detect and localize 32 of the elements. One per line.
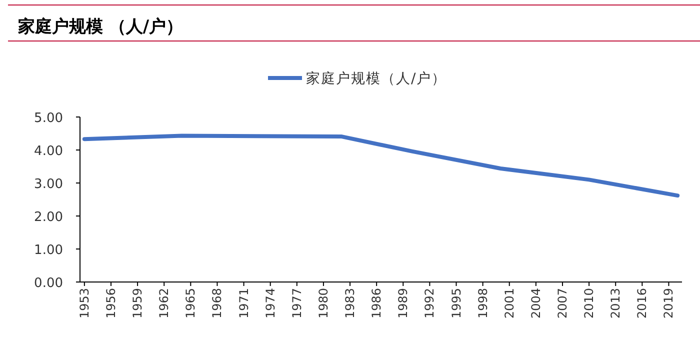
x-tick-label: 1965 [184, 288, 198, 319]
x-tick-label: 1974 [263, 288, 278, 319]
x-tick-label: 1983 [343, 288, 358, 319]
x-tick-label: 1992 [422, 288, 437, 319]
x-tick-label: 1989 [396, 288, 410, 319]
y-tick-label: 2.00 [34, 210, 63, 225]
x-tick-label: 1968 [210, 288, 224, 319]
x-tick-label: 2010 [582, 288, 596, 319]
y-tick-label: 1.00 [34, 243, 63, 258]
x-tick-label: 1971 [236, 288, 251, 319]
x-tick-label: 2004 [528, 288, 543, 319]
y-tick-label: 5.00 [34, 111, 63, 126]
x-tick-label: 2019 [662, 288, 676, 319]
line-series [82, 134, 680, 198]
x-tick-label: 2013 [608, 288, 623, 319]
x-tick-label: 1998 [476, 288, 490, 319]
x-tick-label: 2016 [635, 288, 650, 319]
y-tick-label: 3.00 [34, 177, 63, 192]
y-tick-label: 0.00 [34, 276, 63, 291]
x-tick-label: 1986 [370, 288, 384, 319]
x-tick-label: 2007 [555, 288, 570, 319]
x-tick-label: 1980 [316, 288, 330, 319]
x-tick-label: 1977 [290, 288, 304, 319]
chart-title: 家庭户规模 （人/户） [17, 17, 184, 37]
x-tick-label: 1959 [130, 288, 145, 319]
y-tick-label: 4.00 [34, 144, 63, 159]
x-tick-label: 1995 [449, 288, 464, 319]
x-tick-label: 1962 [157, 288, 172, 319]
legend-label: 家庭户规模（人/户） [306, 71, 447, 87]
x-tick-label: 2001 [502, 288, 516, 319]
x-tick-label: 1956 [104, 288, 118, 319]
x-tick-label: 1953 [77, 288, 92, 319]
